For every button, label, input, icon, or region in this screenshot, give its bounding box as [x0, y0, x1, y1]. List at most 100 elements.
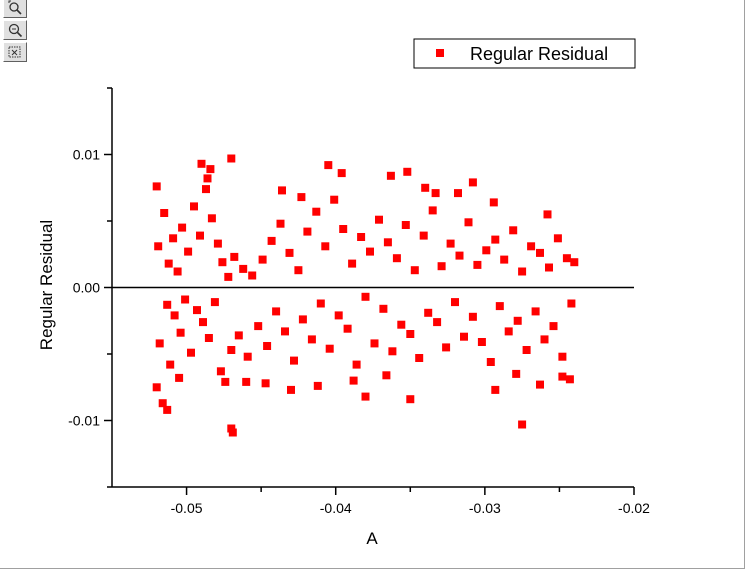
- data-point: [565, 375, 574, 384]
- data-point: [431, 189, 440, 198]
- data-point: [558, 352, 567, 361]
- data-point: [210, 298, 219, 307]
- zoom-in-button[interactable]: [3, 20, 27, 40]
- data-point: [294, 266, 303, 275]
- data-point: [325, 344, 334, 353]
- data-point: [234, 331, 243, 340]
- data-point: [570, 258, 579, 267]
- data-point: [464, 218, 473, 227]
- data-point: [175, 373, 184, 382]
- data-point: [424, 308, 433, 317]
- data-point: [334, 311, 343, 320]
- data-point: [287, 385, 295, 394]
- x-tick-label: -0.03: [469, 500, 501, 516]
- data-point: [199, 318, 207, 327]
- data-point: [486, 358, 495, 366]
- data-point: [213, 239, 222, 248]
- data-point: [216, 367, 225, 376]
- data-point: [242, 377, 251, 386]
- data-point: [278, 186, 286, 195]
- data-point: [437, 262, 446, 271]
- data-point: [203, 174, 212, 183]
- zoom-in-icon: [8, 23, 23, 38]
- data-point: [176, 328, 185, 337]
- data-point: [339, 225, 348, 233]
- data-point: [276, 219, 285, 228]
- data-point: [187, 348, 195, 357]
- data-point: [349, 376, 358, 385]
- data-point: [446, 239, 455, 248]
- data-point: [428, 206, 437, 215]
- y-tick-label: -0.01: [68, 413, 100, 429]
- data-point: [227, 346, 236, 354]
- data-point: [382, 371, 391, 380]
- data-point: [152, 383, 161, 392]
- data-point: [272, 307, 281, 316]
- data-point: [527, 242, 536, 251]
- data-point: [518, 420, 527, 429]
- data-point: [239, 264, 248, 273]
- data-point: [406, 330, 415, 338]
- data-point: [491, 235, 500, 244]
- data-point: [477, 338, 486, 346]
- data-point: [509, 226, 518, 235]
- data-point: [366, 247, 374, 256]
- data-reader-icon: [8, 46, 21, 58]
- data-point: [173, 267, 182, 276]
- data-point: [388, 347, 397, 356]
- data-point: [406, 395, 415, 404]
- data-point: [567, 299, 576, 308]
- data-point: [169, 234, 178, 243]
- x-tick-label: -0.04: [320, 500, 352, 516]
- data-point: [206, 165, 215, 174]
- data-point: [166, 360, 175, 369]
- data-point: [184, 247, 193, 256]
- data-point: [361, 292, 370, 301]
- data-point: [518, 267, 527, 276]
- data-point: [221, 377, 230, 386]
- data-point: [386, 171, 395, 180]
- legend[interactable]: Regular Residual: [413, 38, 636, 69]
- y-tick-label: 0.01: [73, 147, 100, 163]
- data-point: [163, 300, 172, 309]
- data-point: [495, 302, 504, 311]
- data-point: [482, 246, 491, 255]
- data-point: [543, 210, 552, 219]
- data-point: [397, 320, 406, 329]
- data-point: [401, 221, 410, 229]
- data-point: [263, 342, 272, 350]
- data-point: [419, 231, 428, 240]
- legend-label: Regular Residual: [470, 44, 608, 64]
- data-point: [254, 322, 263, 331]
- data-point: [468, 312, 477, 321]
- data-point: [392, 254, 401, 263]
- data-point: [531, 307, 540, 316]
- data-point: [343, 324, 352, 333]
- data-point: [285, 248, 294, 257]
- data-point: [152, 182, 161, 191]
- data-point: [512, 369, 521, 378]
- x-tick-label: -0.05: [171, 500, 203, 516]
- data-point: [196, 231, 204, 240]
- data-point: [243, 352, 252, 361]
- data-point: [324, 161, 333, 170]
- data-point: [553, 234, 562, 243]
- data-point: [207, 214, 216, 223]
- data-point: [522, 346, 531, 354]
- x-tick-label: -0.02: [618, 500, 650, 516]
- data-point: [298, 315, 307, 324]
- data-point: [433, 318, 442, 327]
- data-point: [504, 327, 513, 336]
- graph-toolbar: [3, 0, 29, 64]
- data-point: [545, 263, 553, 272]
- data-point: [307, 335, 316, 344]
- data-point: [379, 304, 388, 313]
- data-reader-button[interactable]: [3, 42, 27, 62]
- data-point: [303, 227, 312, 236]
- legend-marker: [436, 49, 444, 57]
- data-point: [460, 332, 468, 341]
- data-point: [158, 399, 167, 408]
- zoom-pan-button[interactable]: [3, 0, 27, 18]
- y-ticks: -0.01 0.00 0.01: [68, 87, 112, 488]
